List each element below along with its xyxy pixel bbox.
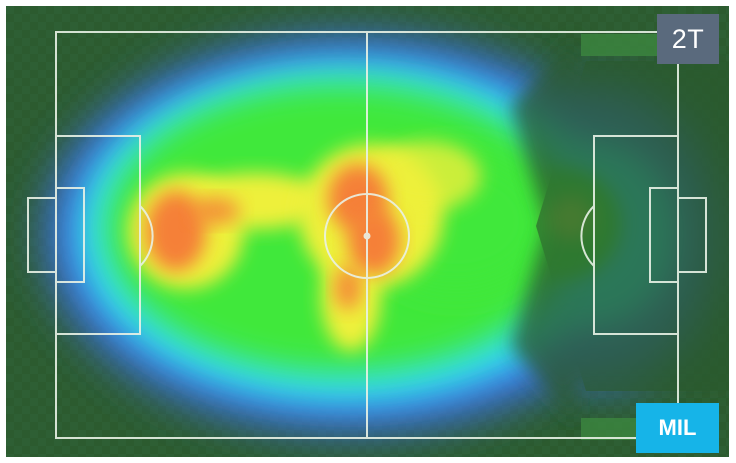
heatmap-svg — [6, 6, 729, 457]
heatmap-pitch: 2T MIL — [6, 6, 729, 457]
left-penalty-arc — [139, 205, 154, 267]
pitch-lines — [27, 31, 707, 439]
half-badge: 2T — [657, 14, 719, 64]
center-spot — [363, 232, 371, 240]
right-penalty-arc — [580, 205, 595, 267]
left-goal — [27, 197, 57, 273]
position-badge: MIL — [636, 403, 719, 453]
center-circle — [324, 193, 410, 279]
right-goal — [677, 197, 707, 273]
arrow-right-icon — [511, 34, 729, 424]
